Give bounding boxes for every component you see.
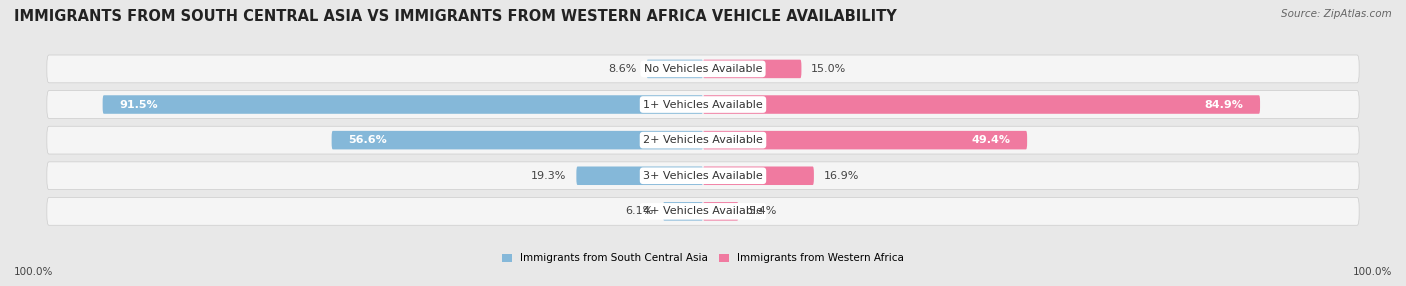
Text: 15.0%: 15.0% [811, 64, 846, 74]
FancyBboxPatch shape [46, 126, 1360, 154]
Text: 5.4%: 5.4% [748, 206, 776, 217]
FancyBboxPatch shape [332, 131, 703, 149]
FancyBboxPatch shape [703, 95, 1260, 114]
Text: No Vehicles Available: No Vehicles Available [644, 64, 762, 74]
FancyBboxPatch shape [703, 166, 814, 185]
Text: 4+ Vehicles Available: 4+ Vehicles Available [643, 206, 763, 217]
Text: 8.6%: 8.6% [609, 64, 637, 74]
FancyBboxPatch shape [664, 202, 703, 221]
Text: 3+ Vehicles Available: 3+ Vehicles Available [643, 171, 763, 181]
FancyBboxPatch shape [46, 91, 1360, 118]
Text: 49.4%: 49.4% [972, 135, 1011, 145]
Text: 91.5%: 91.5% [120, 100, 157, 110]
Text: 19.3%: 19.3% [531, 171, 567, 181]
Text: 100.0%: 100.0% [1353, 267, 1392, 277]
FancyBboxPatch shape [46, 162, 1360, 190]
Text: 6.1%: 6.1% [624, 206, 654, 217]
FancyBboxPatch shape [703, 60, 801, 78]
Text: 84.9%: 84.9% [1205, 100, 1244, 110]
Legend: Immigrants from South Central Asia, Immigrants from Western Africa: Immigrants from South Central Asia, Immi… [502, 253, 904, 263]
Text: 2+ Vehicles Available: 2+ Vehicles Available [643, 135, 763, 145]
FancyBboxPatch shape [703, 131, 1028, 149]
FancyBboxPatch shape [46, 55, 1360, 83]
FancyBboxPatch shape [46, 197, 1360, 225]
FancyBboxPatch shape [647, 60, 703, 78]
Text: 56.6%: 56.6% [349, 135, 387, 145]
Text: 1+ Vehicles Available: 1+ Vehicles Available [643, 100, 763, 110]
Text: Source: ZipAtlas.com: Source: ZipAtlas.com [1281, 9, 1392, 19]
FancyBboxPatch shape [576, 166, 703, 185]
Text: IMMIGRANTS FROM SOUTH CENTRAL ASIA VS IMMIGRANTS FROM WESTERN AFRICA VEHICLE AVA: IMMIGRANTS FROM SOUTH CENTRAL ASIA VS IM… [14, 9, 897, 23]
FancyBboxPatch shape [103, 95, 703, 114]
Text: 16.9%: 16.9% [824, 171, 859, 181]
FancyBboxPatch shape [703, 202, 738, 221]
Text: 100.0%: 100.0% [14, 267, 53, 277]
